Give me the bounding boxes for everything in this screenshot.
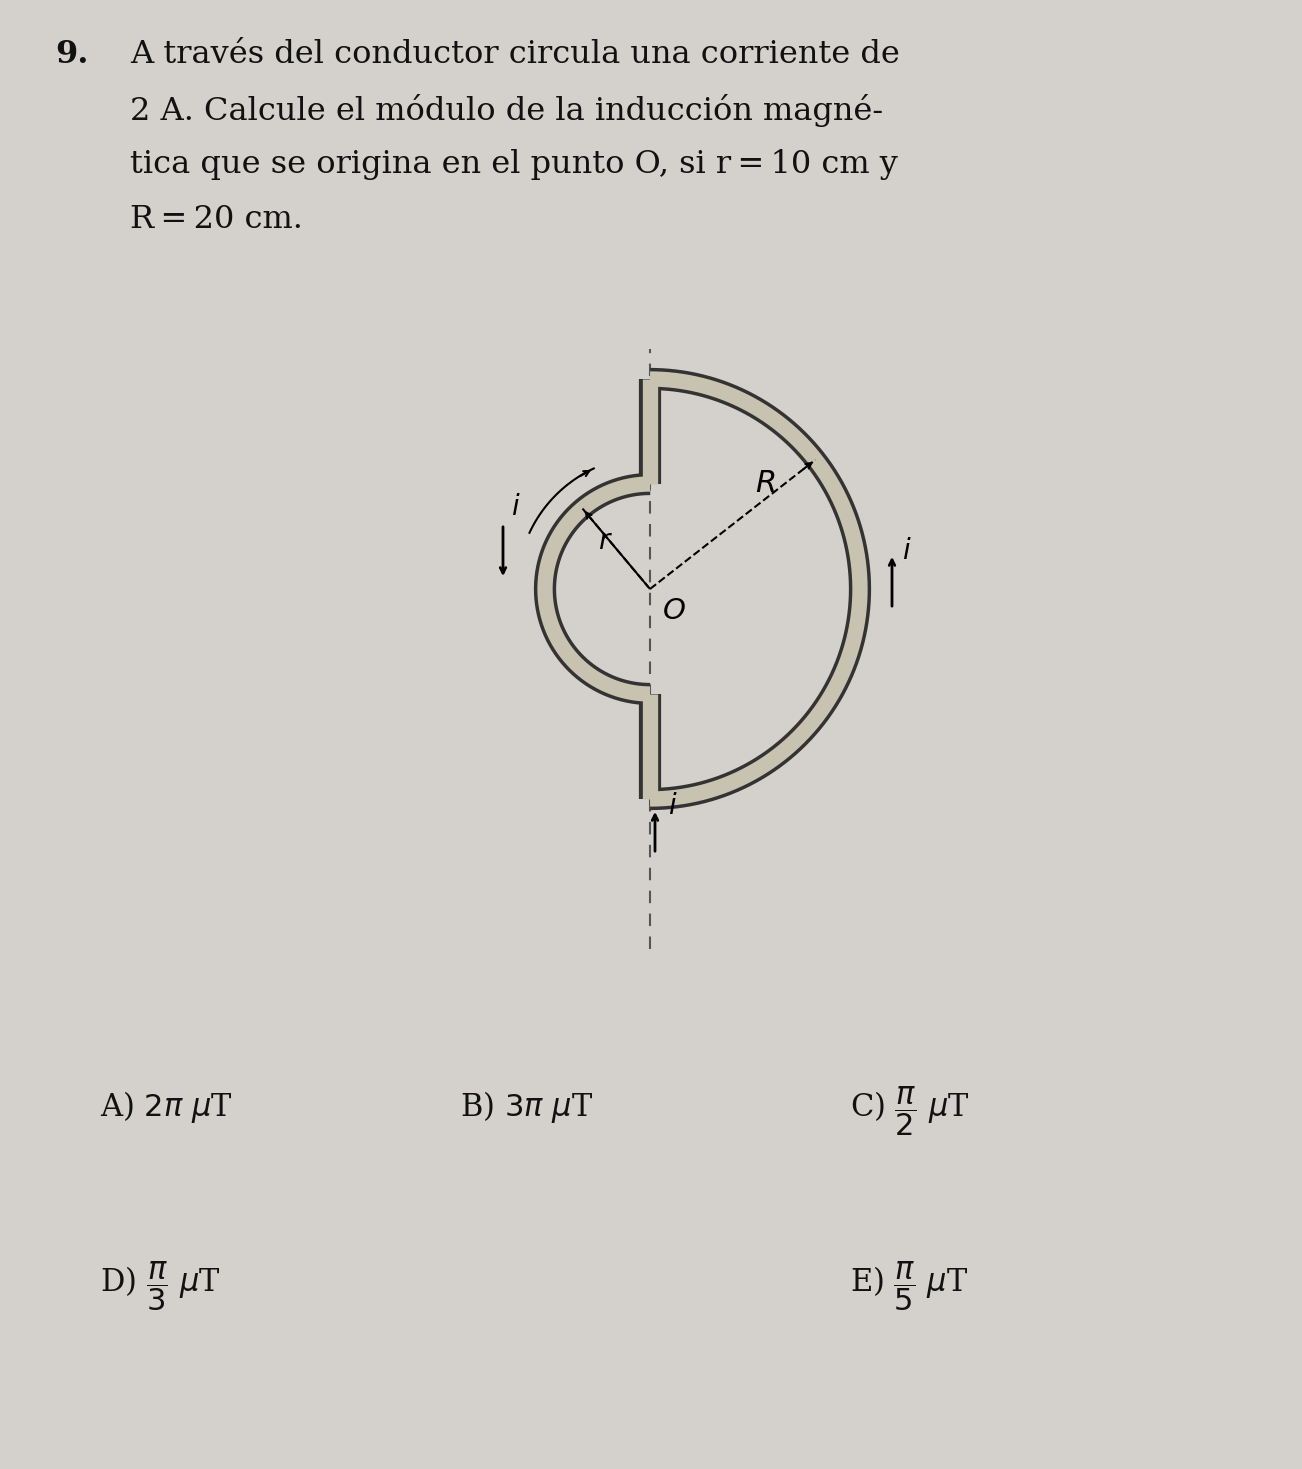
Text: E) $\dfrac{\pi}{5}\ \mu$T: E) $\dfrac{\pi}{5}\ \mu$T: [850, 1259, 969, 1312]
Text: $i$: $i$: [510, 494, 521, 521]
Text: 2 A. Calcule el módulo de la inducción magné-: 2 A. Calcule el módulo de la inducción m…: [130, 94, 883, 126]
Text: R = 20 cm.: R = 20 cm.: [130, 204, 303, 235]
Text: $R$: $R$: [755, 469, 775, 499]
Text: D) $\dfrac{\pi}{3}\ \mu$T: D) $\dfrac{\pi}{3}\ \mu$T: [100, 1259, 220, 1312]
Text: $O$: $O$: [661, 596, 686, 624]
Text: 9.: 9.: [55, 40, 89, 71]
Text: A través del conductor circula una corriente de: A través del conductor circula una corri…: [130, 40, 900, 71]
Text: A) $2\pi\ \mu$T: A) $2\pi\ \mu$T: [100, 1089, 233, 1125]
Text: $i$: $i$: [668, 792, 677, 820]
Text: tica que se origina en el punto O, si r = 10 cm y: tica que se origina en el punto O, si r …: [130, 148, 898, 181]
Text: $i$: $i$: [902, 538, 911, 566]
Text: C) $\dfrac{\pi}{2}\ \mu$T: C) $\dfrac{\pi}{2}\ \mu$T: [850, 1084, 970, 1137]
Text: $r$: $r$: [598, 527, 612, 555]
Text: B) $3\pi\ \mu$T: B) $3\pi\ \mu$T: [460, 1089, 594, 1125]
